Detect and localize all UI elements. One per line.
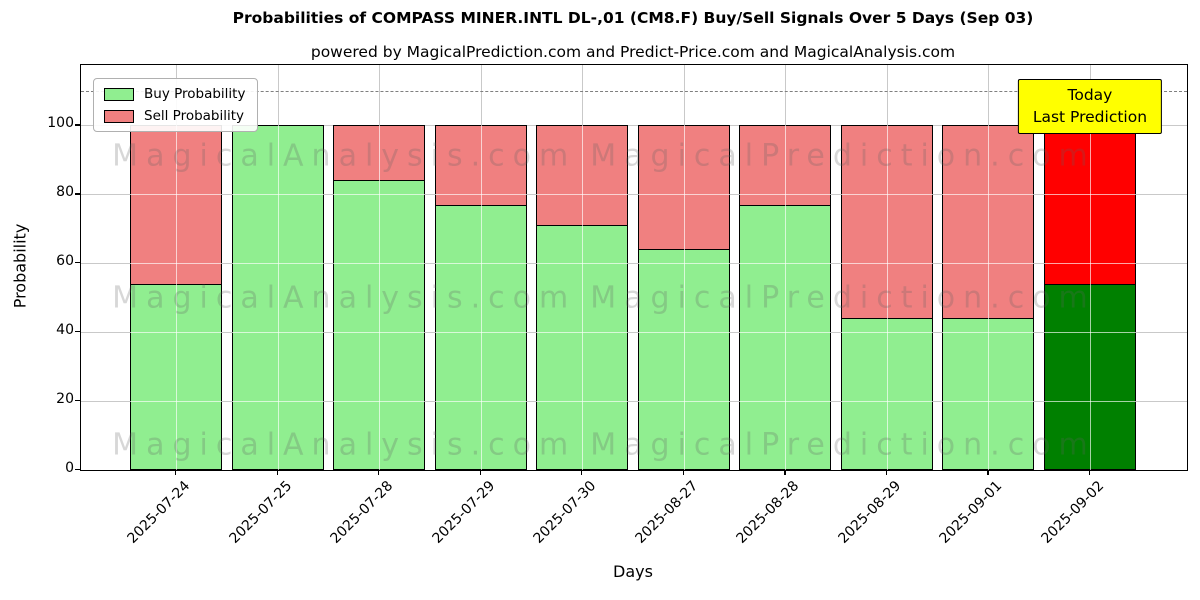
chart-title: Probabilities of COMPASS MINER.INTL DL-,…	[232, 9, 1034, 27]
x-tick-label-2025-07-25: 2025-07-25	[226, 478, 295, 547]
x-axis-label: Days	[613, 562, 653, 581]
x-tick-mark-2025-08-29	[885, 470, 888, 475]
legend-row-buy: Buy Probability	[104, 86, 245, 102]
legend: Buy Probability Sell Probability	[93, 78, 259, 132]
threshold-dashed-line	[81, 90, 1187, 92]
x-tick-mark-2025-07-30	[581, 470, 583, 475]
chart-subtitle: powered by MagicalPrediction.com and Pre…	[310, 43, 956, 61]
x-tick-mark-2025-07-25	[276, 470, 278, 475]
x-tick-label-2025-08-28: 2025-08-28	[733, 478, 803, 547]
watermark-0-1: MagicalPrediction.com	[590, 138, 1096, 174]
x-tick-label-2025-07-30: 2025-07-30	[530, 478, 600, 547]
x-tick-label-2025-07-29: 2025-07-29	[429, 478, 498, 547]
h-gridline-40	[81, 332, 1187, 334]
y-tick-label-20: 20	[56, 391, 74, 408]
watermark-2-0: MagicalAnalysis.com	[112, 427, 577, 463]
legend-swatch-sell	[104, 109, 134, 123]
y-tick-label-0: 0	[65, 460, 74, 476]
y-tick-mark-100	[75, 124, 80, 126]
y-tick-label-40: 40	[56, 322, 74, 339]
legend-row-sell: Sell Probability	[104, 108, 245, 124]
y-tick-mark-80	[75, 193, 80, 195]
y-tick-mark-60	[75, 262, 80, 264]
x-tick-mark-2025-07-28	[378, 470, 380, 475]
today-annotation-line1: Today	[1067, 86, 1113, 104]
y-tick-mark-20	[75, 400, 80, 402]
x-tick-label-2025-08-27: 2025-08-27	[632, 478, 702, 547]
x-tick-label-2025-09-01: 2025-09-01	[936, 478, 1006, 547]
x-tick-mark-2025-08-27	[682, 470, 685, 475]
watermark-0-0: MagicalAnalysis.com	[112, 138, 577, 174]
y-tick-label-80: 80	[56, 184, 74, 201]
y-tick-mark-40	[75, 331, 80, 333]
h-gridline-60	[81, 263, 1187, 265]
h-gridline-80	[81, 194, 1187, 196]
plot-area: MagicalAnalysis.com MagicalPrediction.com…	[80, 64, 1188, 471]
x-tick-mark-2025-09-02	[1088, 470, 1091, 475]
today-annotation: Today Last Prediction	[1017, 79, 1163, 134]
x-tick-label-2025-09-02: 2025-09-02	[1038, 478, 1108, 547]
x-tick-mark-2025-07-24	[175, 470, 177, 475]
legend-label-buy: Buy Probability	[144, 86, 246, 102]
x-tick-mark-2025-07-29	[479, 470, 481, 475]
y-tick-label-60: 60	[56, 253, 74, 270]
x-tick-mark-2025-08-28	[784, 470, 786, 475]
x-tick-label-2025-08-29: 2025-08-29	[835, 478, 905, 547]
h-gridline-20	[81, 401, 1187, 403]
watermark-2-1: MagicalPrediction.com	[590, 427, 1096, 463]
y-tick-label-100: 100	[47, 115, 74, 132]
legend-label-sell: Sell Probability	[144, 108, 245, 124]
watermark-1-0: MagicalAnalysis.com	[112, 280, 577, 316]
today-annotation-line2: Last Prediction	[1032, 108, 1148, 127]
x-tick-label-2025-07-24: 2025-07-24	[124, 478, 194, 547]
x-tick-label-2025-07-28: 2025-07-28	[327, 478, 397, 547]
legend-swatch-buy	[104, 87, 134, 101]
h-gridline-100	[81, 125, 1187, 127]
x-tick-mark-2025-09-01	[987, 470, 989, 475]
y-tick-mark-0	[75, 469, 80, 471]
watermark-1-1: MagicalPrediction.com	[590, 280, 1096, 316]
